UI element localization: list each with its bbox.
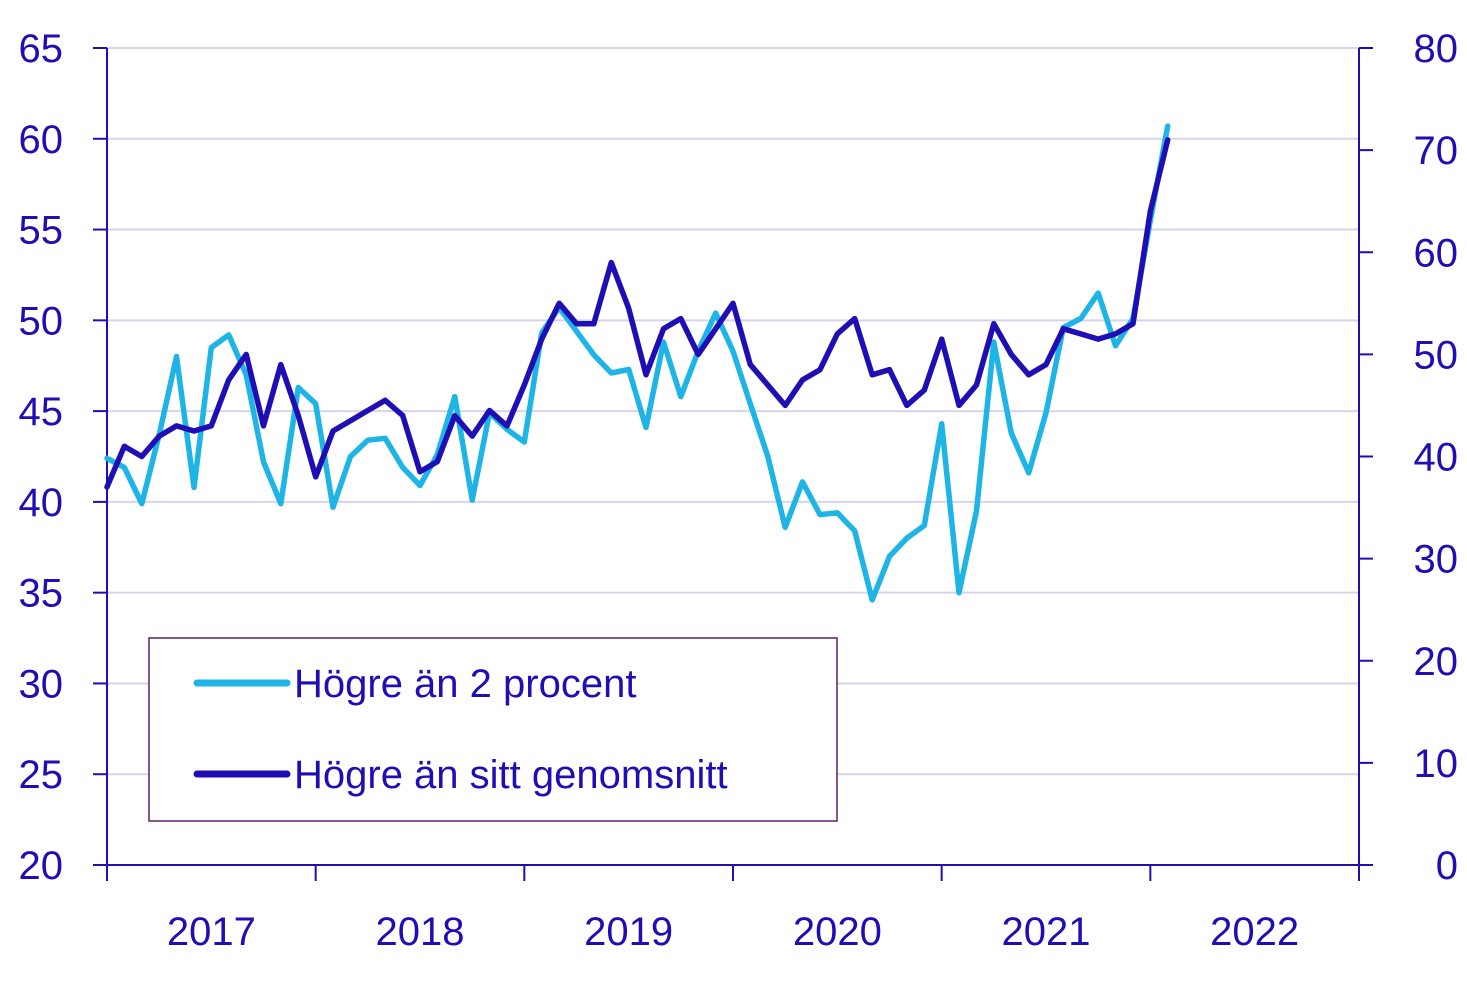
x-tick-label: 2021	[1002, 910, 1091, 954]
y-right-tick-label: 60	[1414, 231, 1459, 275]
x-tick-label: 2018	[376, 910, 465, 954]
y-left-tick-label: 45	[19, 390, 64, 434]
series-line-hogre-an-sitt-genomsnitt	[104, 137, 1171, 490]
legend-label-hogre-an-2-procent: Högre än 2 procent	[294, 662, 636, 706]
series-line-hogre-an-2-procent	[104, 123, 1171, 603]
y-left-tick-label: 65	[19, 27, 64, 71]
x-tick-label: 2020	[793, 910, 882, 954]
x-tick-label: 2022	[1210, 910, 1299, 954]
legend-label-hogre-an-sitt-genomsnitt: Högre än sitt genomsnitt	[294, 753, 728, 797]
y-left-tick-label: 30	[19, 662, 64, 706]
y-right-tick-label: 40	[1414, 436, 1459, 480]
x-tick-label: 2017	[167, 910, 256, 954]
y-right-tick-label: 10	[1414, 742, 1459, 786]
y-right-tick-label: 70	[1414, 129, 1459, 173]
legend: Högre än 2 procent Högre än sitt genomsn…	[148, 637, 838, 822]
series	[104, 123, 1171, 603]
y-right-tick-label: 80	[1414, 27, 1459, 71]
y-left-tick-label: 25	[19, 753, 64, 797]
y-right-tick-label: 50	[1414, 333, 1459, 377]
y-left-tick-label: 55	[19, 209, 64, 253]
legend-box	[148, 637, 838, 822]
y-left-tick-label: 60	[19, 118, 64, 162]
y-right-tick-label: 20	[1414, 640, 1459, 684]
x-tick-label: 2019	[584, 910, 673, 954]
y-left-tick-label: 20	[19, 844, 64, 888]
y-right-tick-label: 30	[1414, 538, 1459, 582]
y-right-tick-label: 0	[1436, 844, 1458, 888]
y-left-tick-label: 50	[19, 299, 64, 343]
y-left-tick-label: 35	[19, 572, 64, 616]
y-left-tick-label: 40	[19, 481, 64, 525]
